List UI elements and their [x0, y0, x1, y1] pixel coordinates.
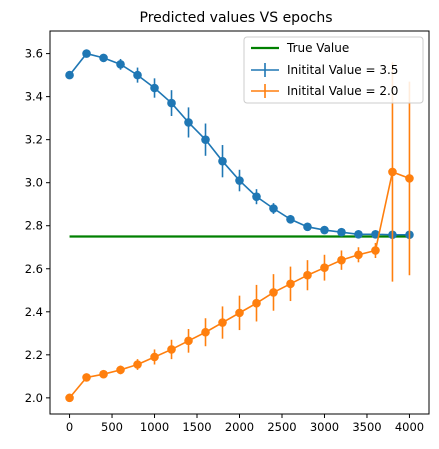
- series-1-point: [65, 70, 74, 80]
- series-2-point: [354, 250, 363, 260]
- x-tick-label: 3500: [352, 420, 381, 434]
- plot-area: 0 500 1000 1500 2000 2500 3000 3500 4000 2.0 2.2 2.…: [25, 47, 424, 434]
- series-1-point: [269, 204, 278, 213]
- y-tick-label: 2.2: [25, 348, 43, 362]
- x-tick-label: 1000: [140, 420, 169, 434]
- series-2-point: [337, 255, 346, 265]
- plot-frame: [49, 30, 430, 415]
- series-2-point: [303, 270, 312, 280]
- series-2-point: [371, 246, 380, 255]
- series-1-point: [116, 60, 125, 69]
- chart-title: Predicted values VS epochs: [140, 10, 333, 26]
- series-2-point: [218, 318, 227, 327]
- legend-true-value-label: True Value: [286, 41, 349, 55]
- series-2-point: [269, 288, 278, 297]
- series-1-point: [252, 192, 261, 201]
- series-1-point: [201, 135, 210, 144]
- series-1-point: [99, 53, 108, 63]
- series-2-point: [167, 345, 176, 354]
- series-1-point: [218, 156, 227, 166]
- x-tick-label: 4000: [395, 420, 424, 434]
- y-tick-label: 2.4: [25, 305, 43, 319]
- x-tick-label: 1500: [182, 420, 211, 434]
- series-1-point: [354, 230, 363, 239]
- legend-series-2-label: Initital Value = 2.0: [287, 84, 398, 98]
- legend: True Value Initital Value = 3.5 Initital V…: [243, 36, 424, 104]
- x-tick-label: 2500: [267, 420, 296, 434]
- series-2-point: [116, 365, 125, 375]
- series-1-point: [184, 118, 193, 127]
- series-1-point: [371, 230, 380, 239]
- series-2-point: [65, 393, 74, 403]
- y-tick-label: 3.0: [25, 176, 43, 190]
- series-1-point: [133, 70, 142, 80]
- series-1-point: [286, 214, 295, 224]
- series-2-point: [252, 298, 261, 308]
- series-1-point: [337, 227, 346, 237]
- series-2-point: [201, 327, 210, 337]
- series-2-point: [184, 336, 193, 346]
- series-1-point: [150, 83, 159, 93]
- series-2-point: [133, 360, 142, 369]
- y-tick-label: 3.2: [25, 133, 43, 147]
- series-2-point: [82, 373, 91, 382]
- series-2-point: [405, 174, 414, 183]
- legend-box: [243, 36, 424, 104]
- series-1-point: [235, 176, 244, 185]
- x-tick-label: 500: [101, 420, 123, 434]
- series-2-line: [68, 170, 410, 399]
- series-2-point: [99, 369, 108, 379]
- x-tick-label: 2000: [225, 420, 254, 434]
- series-2-point: [150, 352, 159, 362]
- series-2-point: [286, 279, 295, 289]
- series-1-point: [167, 98, 176, 108]
- x-tick-label: 3000: [310, 420, 339, 434]
- series-1-point: [303, 222, 312, 232]
- y-tick-label: 3.6: [25, 47, 43, 61]
- y-tick-label: 3.4: [25, 90, 43, 104]
- series-2-point: [235, 308, 244, 318]
- y-tick-label: 2.8: [25, 219, 43, 233]
- y-tick-label: 2.0: [25, 391, 43, 405]
- series-1-point: [320, 225, 329, 235]
- series-2-point: [320, 263, 329, 272]
- series-1-point: [82, 49, 91, 58]
- x-tick-label: 0: [66, 420, 73, 434]
- y-tick-label: 2.6: [25, 262, 43, 276]
- legend-series-1-label: Initital Value = 3.5: [287, 63, 398, 77]
- series-2-point: [388, 167, 397, 177]
